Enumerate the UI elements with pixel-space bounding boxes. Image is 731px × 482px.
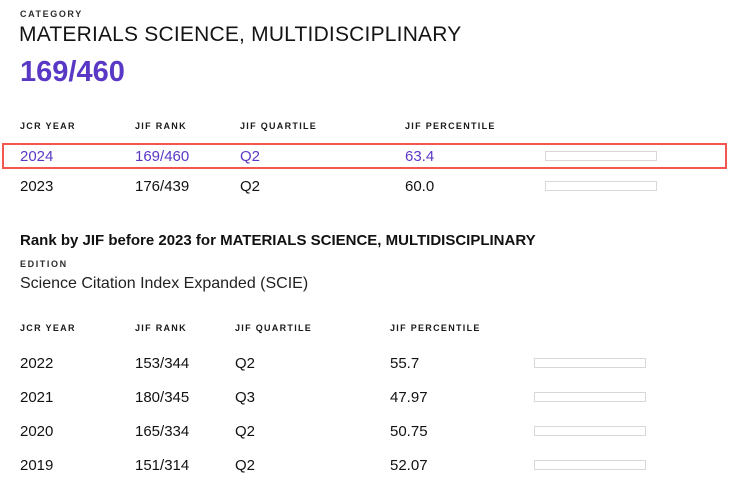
category-label: CATEGORY [20,9,83,19]
percentile-bar [534,460,646,470]
jif-percentile-value: 63.4 [405,147,435,165]
current-jif-rank: 169/460 [20,56,125,88]
jif-rank-value: 153/344 [135,354,190,372]
jif-rank-value: 169/460 [135,147,190,165]
jif-quartile-value: Q2 [235,354,256,372]
percentile-bar [545,181,657,191]
jif-rank-value: 176/439 [135,177,190,195]
edition-label: EDITION [20,259,68,269]
table-row: 2023 176/439 Q2 60.0 [0,169,731,203]
table-row: 2021 180/345 Q3 47.97 [0,380,731,414]
column-header-jcr-year: JCR YEAR [20,121,76,131]
jcr-year-value: 2023 [20,177,54,195]
table-row: 2022 153/344 Q2 55.7 [0,346,731,380]
column-header-jif-percentile: JIF PERCENTILE [405,121,496,131]
percentile-bar [534,392,646,402]
column-header-jif-rank: JIF RANK [135,121,187,131]
jif-percentile-value: 50.75 [390,422,428,440]
column-header-jcr-year: JCR YEAR [20,323,76,333]
jcr-year-value: 2022 [20,354,54,372]
edition-name: Science Citation Index Expanded (SCIE) [20,275,309,292]
jif-quartile-value: Q2 [235,422,256,440]
jif-percentile-value: 55.7 [390,354,420,372]
column-header-jif-percentile: JIF PERCENTILE [390,323,481,333]
jif-quartile-value: Q3 [235,388,256,406]
recent-rank-table: JCR YEAR JIF RANK JIF QUARTILE JIF PERCE… [0,118,731,203]
jcr-year-value: 2019 [20,456,54,474]
before-2023-rank-table: JCR YEAR JIF RANK JIF QUARTILE JIF PERCE… [0,320,731,482]
jif-percentile-value: 60.0 [405,177,435,195]
jif-rank-value: 151/314 [135,456,190,474]
before-2023-heading: Rank by JIF before 2023 for MATERIALS SC… [20,232,536,249]
jif-rank-value: 180/345 [135,388,190,406]
jif-quartile-value: Q2 [235,456,256,474]
table-header-row: JCR YEAR JIF RANK JIF QUARTILE JIF PERCE… [0,320,731,336]
column-header-jif-quartile: JIF QUARTILE [235,323,313,333]
table-row[interactable]: 2024 169/460 Q2 63.4 [2,143,727,169]
jcr-year-value: 2021 [20,388,54,406]
jif-rank-value: 165/334 [135,422,190,440]
column-header-jif-rank: JIF RANK [135,323,187,333]
jif-quartile-value: Q2 [240,147,261,165]
table-row: 2019 151/314 Q2 52.07 [0,448,731,482]
table-row: 2020 165/334 Q2 50.75 [0,414,731,448]
jif-quartile-value: Q2 [240,177,261,195]
percentile-bar [534,358,646,368]
jcr-year-value: 2024 [20,147,54,165]
column-header-jif-quartile: JIF QUARTILE [240,121,318,131]
jif-percentile-value: 47.97 [390,388,428,406]
jcr-year-value: 2020 [20,422,54,440]
category-title: MATERIALS SCIENCE, MULTIDISCIPLINARY [19,23,462,46]
jif-percentile-value: 52.07 [390,456,428,474]
percentile-bar [545,151,657,161]
percentile-bar [534,426,646,436]
table-header-row: JCR YEAR JIF RANK JIF QUARTILE JIF PERCE… [0,118,731,134]
